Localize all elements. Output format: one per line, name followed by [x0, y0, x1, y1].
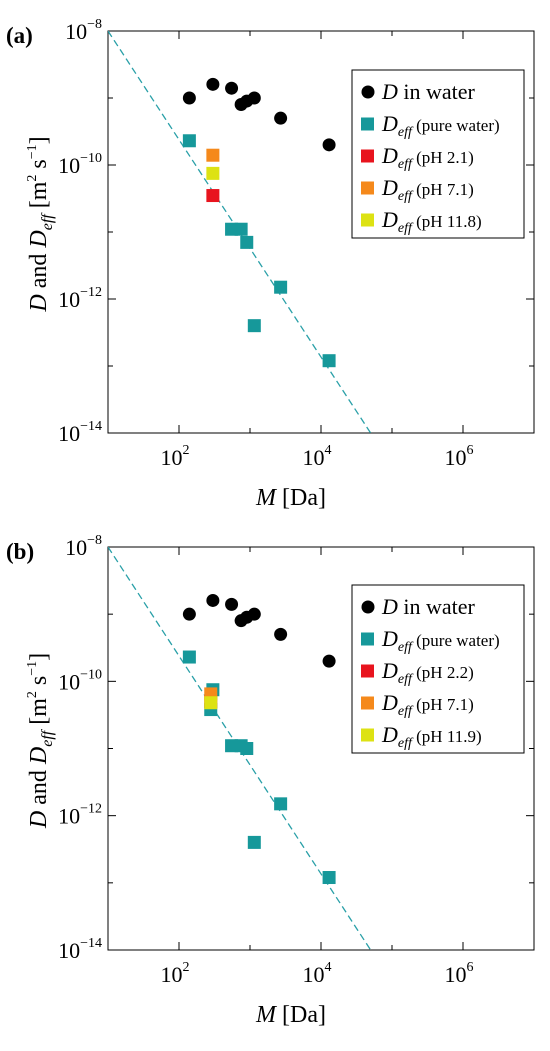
series-1 [182, 134, 336, 368]
data-point [274, 797, 288, 811]
data-point [247, 835, 261, 849]
legend-entry: Deff (pure water) [381, 111, 500, 140]
data-point [274, 111, 288, 125]
series-1 [182, 650, 336, 885]
legend-entry: Deff (pH 11.9) [381, 722, 482, 751]
series-4 [206, 166, 220, 180]
legend-marker [361, 600, 375, 614]
x-tick-label: 102 [161, 443, 190, 470]
data-point [225, 81, 239, 95]
legend-entry: D in water [381, 594, 476, 619]
y-tick-label: 10−8 [65, 533, 102, 560]
legend-entry: Deff (pH 7.1) [381, 690, 474, 719]
data-point [322, 354, 336, 368]
legend-entry: D in water [381, 79, 476, 104]
legend-marker [361, 728, 374, 742]
legend-marker [361, 696, 374, 710]
legend-marker [361, 632, 374, 646]
x-tick-label: 102 [161, 960, 190, 987]
y-tick-label: 10−12 [58, 802, 102, 829]
data-point [182, 650, 196, 664]
chart-panel-a: 102 104 106 10−8 10−10 10−12 10−14 (a) M [Da] D a… [6, 17, 535, 511]
x-axis-label: M [Da] [255, 485, 326, 511]
legend-entry: Deff (pure water) [381, 626, 500, 655]
legend-marker [361, 664, 374, 678]
legend-marker [361, 85, 375, 99]
legend-entry: Deff (pH 11.8) [381, 207, 482, 236]
data-point [206, 166, 220, 180]
chart-panel-b: 102 104 106 10−8 10−10 10−12 10−14 (b) M [Da] D a… [6, 533, 535, 1028]
legend: D in water Deff (pure water) Deff (pH 2.2)… [351, 584, 525, 754]
data-point [240, 742, 254, 755]
y-tick-label: 10−8 [65, 17, 102, 44]
y-tick-label: 10−10 [58, 667, 102, 694]
axis-ticks [107, 546, 535, 951]
series-3 [206, 148, 220, 162]
data-point [322, 871, 336, 885]
x-axis-label: M [Da] [255, 1002, 326, 1028]
legend-entry: Deff (pH 2.2) [381, 658, 474, 687]
legend: D in water Deff (pure water) Deff (pH 2.1)… [351, 69, 525, 239]
x-tick-label: 104 [303, 960, 332, 987]
data-point [247, 607, 261, 621]
legend-entry: Deff (pH 7.1) [381, 175, 474, 204]
y-tick-label: 10−12 [58, 285, 102, 312]
data-point [247, 91, 261, 105]
data-point [182, 134, 196, 148]
legend-marker [361, 213, 374, 227]
axis-ticks [107, 30, 535, 434]
panel-label: (b) [6, 539, 34, 564]
series-0 [182, 77, 336, 152]
y-tick-label: 10−14 [58, 936, 102, 963]
data-point [182, 607, 196, 621]
legend-marker [361, 181, 374, 195]
data-point [182, 91, 196, 105]
data-point [225, 597, 239, 611]
x-tick-label: 104 [303, 443, 332, 470]
data-point [234, 222, 248, 236]
data-point [247, 319, 261, 333]
series-4 [204, 696, 218, 710]
series-0 [182, 593, 336, 668]
legend-marker [361, 149, 374, 163]
data-point [206, 593, 220, 607]
legend-box [351, 584, 525, 754]
data-point [274, 280, 288, 294]
data-point [274, 627, 288, 641]
data-point [206, 77, 220, 91]
y-axis-label: D and Deff [m2 s−1] [25, 136, 56, 312]
series-2 [206, 189, 220, 203]
data-point [206, 189, 220, 203]
data-point [204, 696, 218, 710]
data-point [206, 148, 220, 162]
y-tick-label: 10−14 [58, 419, 102, 446]
legend-entry: Deff (pH 2.1) [381, 143, 474, 172]
data-point [322, 654, 336, 668]
y-tick-label: 10−10 [58, 151, 102, 178]
x-tick-label: 106 [445, 960, 474, 987]
data-point [322, 138, 336, 152]
data-point [240, 235, 254, 249]
x-tick-label: 106 [445, 443, 474, 470]
legend-box [351, 69, 525, 239]
panel-label: (a) [6, 23, 33, 48]
y-axis-label: D and Deff [m2 s−1] [25, 653, 56, 829]
legend-marker [361, 117, 374, 131]
